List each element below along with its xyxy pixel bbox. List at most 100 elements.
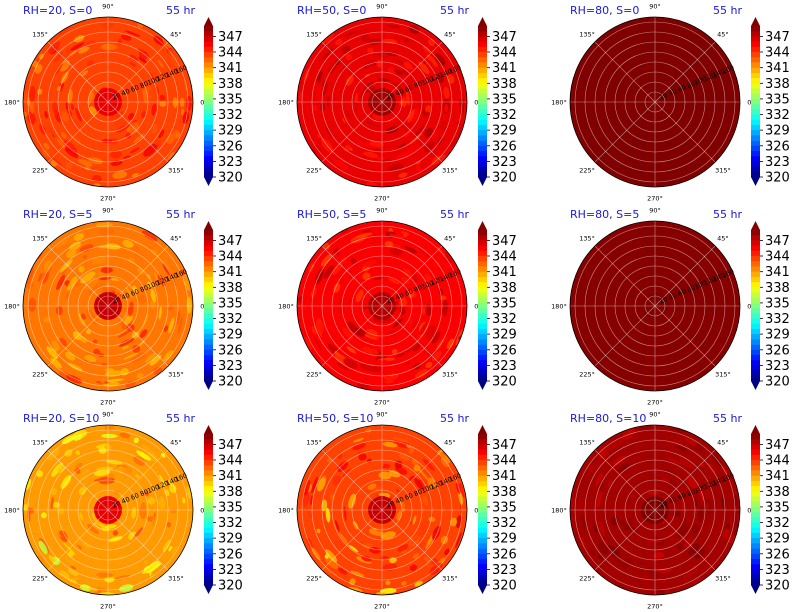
- colorbar-tick-label: 332: [492, 108, 517, 123]
- field-patch: [366, 332, 380, 339]
- colorbar-segment: [478, 245, 487, 252]
- colorbar-tick-label: 344: [492, 250, 517, 265]
- colorbar-segment: [204, 52, 213, 58]
- field-patch: [67, 276, 78, 291]
- field-patch: [640, 32, 650, 37]
- field-patch: [101, 362, 107, 366]
- angle-tick-label: 180°: [551, 507, 567, 515]
- field-patch: [348, 300, 352, 305]
- angle-tick-label: 315°: [168, 166, 184, 174]
- field-patch: [182, 111, 190, 125]
- field-patch: [67, 362, 83, 372]
- field-patch: [412, 553, 420, 559]
- field-patch: [51, 340, 60, 351]
- colorbar-segment: [751, 156, 760, 162]
- field-patch: [711, 453, 723, 468]
- colorbar-segment: [751, 261, 760, 267]
- colorbar-segment: [204, 501, 213, 508]
- colorbar-segment: [751, 41, 760, 48]
- field-patch: [298, 91, 303, 101]
- field-patch: [580, 514, 586, 531]
- field-patch: [80, 70, 89, 77]
- field-patch: [676, 543, 684, 550]
- colorbar-segment: [751, 480, 760, 487]
- angle-tick-label: 180°: [278, 507, 294, 515]
- radial-tick-label: 60: [677, 491, 688, 502]
- angular-grid-line: [381, 245, 443, 307]
- colorbar-tick-label: 338: [218, 485, 243, 500]
- colorbar-extend-bottom: [478, 585, 487, 594]
- field-patch: [47, 448, 60, 461]
- field-patch: [70, 541, 79, 550]
- angle-tick-label: 315°: [442, 574, 458, 582]
- field-patch: [87, 89, 94, 106]
- field-patch: [23, 93, 29, 103]
- colorbar-segment: [204, 548, 213, 555]
- field-patch: [373, 277, 384, 280]
- polar-grid: [297, 425, 467, 595]
- field-patch: [376, 156, 385, 161]
- field-patch: [419, 322, 428, 336]
- field-patch: [114, 115, 129, 128]
- field-patch: [122, 300, 129, 313]
- angular-grid-line: [321, 449, 383, 511]
- field-patch: [322, 242, 330, 250]
- colorbar-segment: [478, 93, 487, 100]
- colorbar-segment: [751, 171, 760, 178]
- field-patch: [685, 261, 697, 273]
- colorbar-segment: [751, 282, 760, 288]
- polar-grid: [297, 17, 467, 187]
- field-patch: [396, 60, 405, 65]
- polar-panel: RH=50, S=10 55 hr 20 40 60 80 100 120 140 160 90° 4…: [274, 408, 538, 612]
- colorbar-segment: [478, 308, 487, 314]
- panel-title: RH=20, S=0: [23, 4, 93, 17]
- colorbar-segment: [751, 444, 760, 450]
- field-patch: [153, 272, 162, 287]
- colorbar-segment: [204, 72, 213, 79]
- field-patch: [120, 34, 132, 41]
- colorbar-tick-label: 329: [492, 124, 517, 139]
- field-patch: [388, 470, 401, 478]
- field-patch: [404, 245, 418, 254]
- colorbar-segment: [751, 454, 760, 461]
- colorbar-segment: [204, 271, 213, 278]
- colorbar-tick-label: 332: [218, 108, 243, 123]
- colorbar-tick-label: 341: [492, 265, 517, 280]
- field-patch: [424, 273, 434, 286]
- field-patch: [418, 520, 429, 537]
- colorbar-tick-label: 323: [492, 563, 517, 578]
- field-patch: [387, 67, 397, 74]
- angle-tick-label: 90°: [649, 3, 661, 11]
- field-patch: [439, 452, 447, 460]
- field-patch: [614, 558, 629, 569]
- colorbar-segment: [478, 297, 487, 304]
- field-patch: [85, 329, 91, 335]
- colorbar-tick-label: 347: [492, 438, 517, 453]
- field-patch: [155, 86, 160, 95]
- radial-tick-label: 20: [111, 499, 122, 510]
- colorbar-segment: [751, 235, 760, 241]
- colorbar-tick-label: 338: [218, 77, 243, 92]
- polar-plot: 2040608010012014016090°45°0°315°270°225°…: [278, 207, 517, 407]
- field-patch: [104, 524, 117, 529]
- colorbar-segment: [204, 559, 213, 565]
- colorbar-segment: [204, 308, 213, 314]
- angle-tick-label: 180°: [278, 99, 294, 107]
- field-patch: [330, 577, 347, 587]
- field-patch: [455, 103, 461, 122]
- colorbar-segment: [478, 78, 487, 84]
- colorbar-segment: [478, 465, 487, 471]
- colorbar-segment: [204, 130, 213, 136]
- angle-tick-label: 135°: [306, 31, 322, 39]
- colorbar-segment: [751, 250, 760, 257]
- colorbar-tick-label: 329: [765, 124, 790, 139]
- field-patch: [400, 231, 410, 236]
- field-patch: [424, 556, 430, 563]
- colorbar-segment: [204, 486, 213, 492]
- colorbar-segment: [478, 548, 487, 555]
- colorbar-segment: [204, 88, 213, 95]
- colorbar-segment: [751, 439, 760, 445]
- colorbar-segment: [751, 151, 760, 157]
- angular-grid-line: [654, 449, 716, 511]
- field-patch: [450, 136, 458, 148]
